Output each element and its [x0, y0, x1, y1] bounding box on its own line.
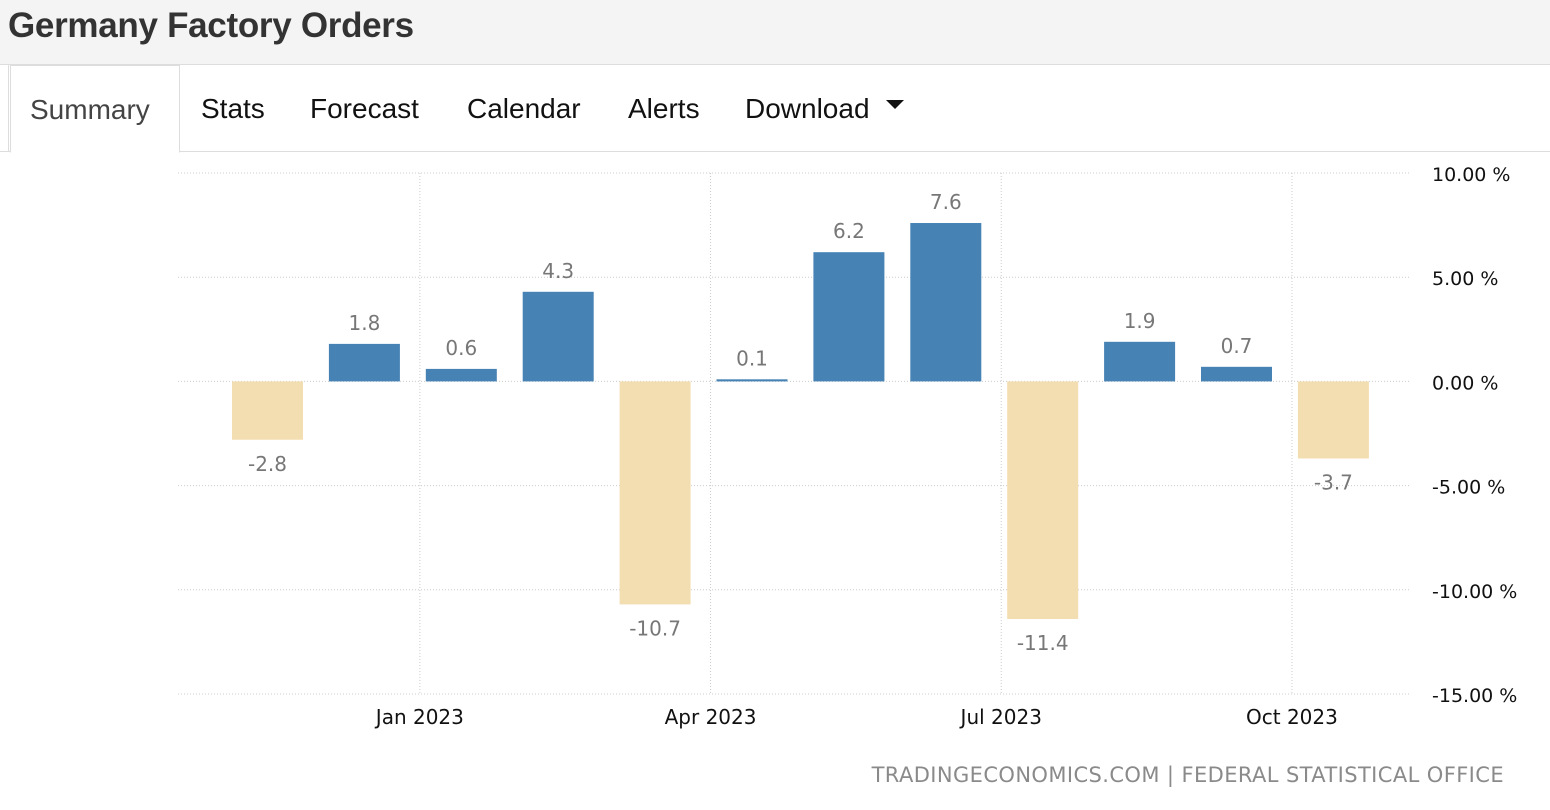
tab-forecast-label: Forecast	[310, 93, 419, 124]
bar-value-label: 0.1	[736, 346, 768, 370]
tab-bar-divider	[0, 151, 1550, 152]
bar	[522, 291, 594, 382]
bar-value-label: -2.8	[248, 452, 287, 476]
bar	[425, 368, 497, 382]
y-tick-label: -15.00 %	[1432, 685, 1517, 707]
tab-bar: Summary Stats Forecast Calendar Alerts D…	[0, 65, 1550, 153]
x-tick-label: Jul 2023	[959, 705, 1042, 729]
y-tick-label: 5.00 %	[1432, 268, 1498, 290]
bar	[619, 381, 691, 605]
bar	[910, 223, 982, 382]
tab-left-spacer	[0, 65, 9, 152]
y-tick-label: -10.00 %	[1432, 581, 1517, 603]
bar	[1297, 381, 1369, 459]
page-title: Germany Factory Orders	[8, 6, 414, 45]
tab-calendar-label: Calendar	[467, 93, 581, 124]
bar	[716, 379, 788, 382]
tab-calendar[interactable]: Calendar	[467, 65, 581, 152]
bar-value-label: 0.7	[1221, 334, 1253, 358]
bar	[813, 252, 885, 382]
tab-alerts[interactable]: Alerts	[628, 65, 700, 152]
tab-download[interactable]: Download	[745, 65, 904, 152]
bar	[1104, 341, 1176, 382]
tab-stats[interactable]: Stats	[201, 65, 265, 152]
tab-summary[interactable]: Summary	[10, 65, 180, 153]
bar-value-label: 4.3	[542, 259, 574, 283]
y-tick-label: -5.00 %	[1432, 477, 1505, 499]
bar-value-label: 6.2	[833, 219, 865, 243]
bar	[328, 343, 400, 382]
bar-value-label: 7.6	[930, 190, 962, 214]
bar-value-label: 1.9	[1124, 309, 1156, 333]
factory-orders-chart: 10.00 % 5.00 % 0.00 % -5.00 % -10.00 % -15.00…	[178, 164, 1517, 729]
tab-summary-label: Summary	[30, 94, 150, 125]
bar	[1201, 366, 1272, 382]
y-tick-label: 10.00 %	[1432, 164, 1511, 186]
bar-value-label: -11.4	[1017, 631, 1069, 655]
x-tick-label: Jan 2023	[374, 705, 464, 729]
tab-download-label: Download	[745, 93, 870, 124]
bar-value-label: -10.7	[629, 616, 681, 640]
x-tick-label: Apr 2023	[665, 705, 757, 729]
source-credit: TRADINGECONOMICS.COM | FEDERAL STATISTIC…	[871, 763, 1504, 787]
tab-forecast[interactable]: Forecast	[310, 65, 419, 152]
x-tick-label: Oct 2023	[1246, 705, 1338, 729]
bar	[1007, 381, 1079, 619]
tab-alerts-label: Alerts	[628, 93, 700, 124]
tab-stats-label: Stats	[201, 93, 265, 124]
caret-down-icon	[885, 100, 904, 110]
bar-value-label: -3.7	[1314, 471, 1353, 495]
bar-value-label: 0.6	[445, 336, 477, 360]
bar-value-label: 1.8	[348, 311, 380, 335]
bar	[232, 381, 303, 440]
y-tick-label: 0.00 %	[1432, 372, 1498, 394]
page-header: Germany Factory Orders	[0, 0, 1550, 65]
